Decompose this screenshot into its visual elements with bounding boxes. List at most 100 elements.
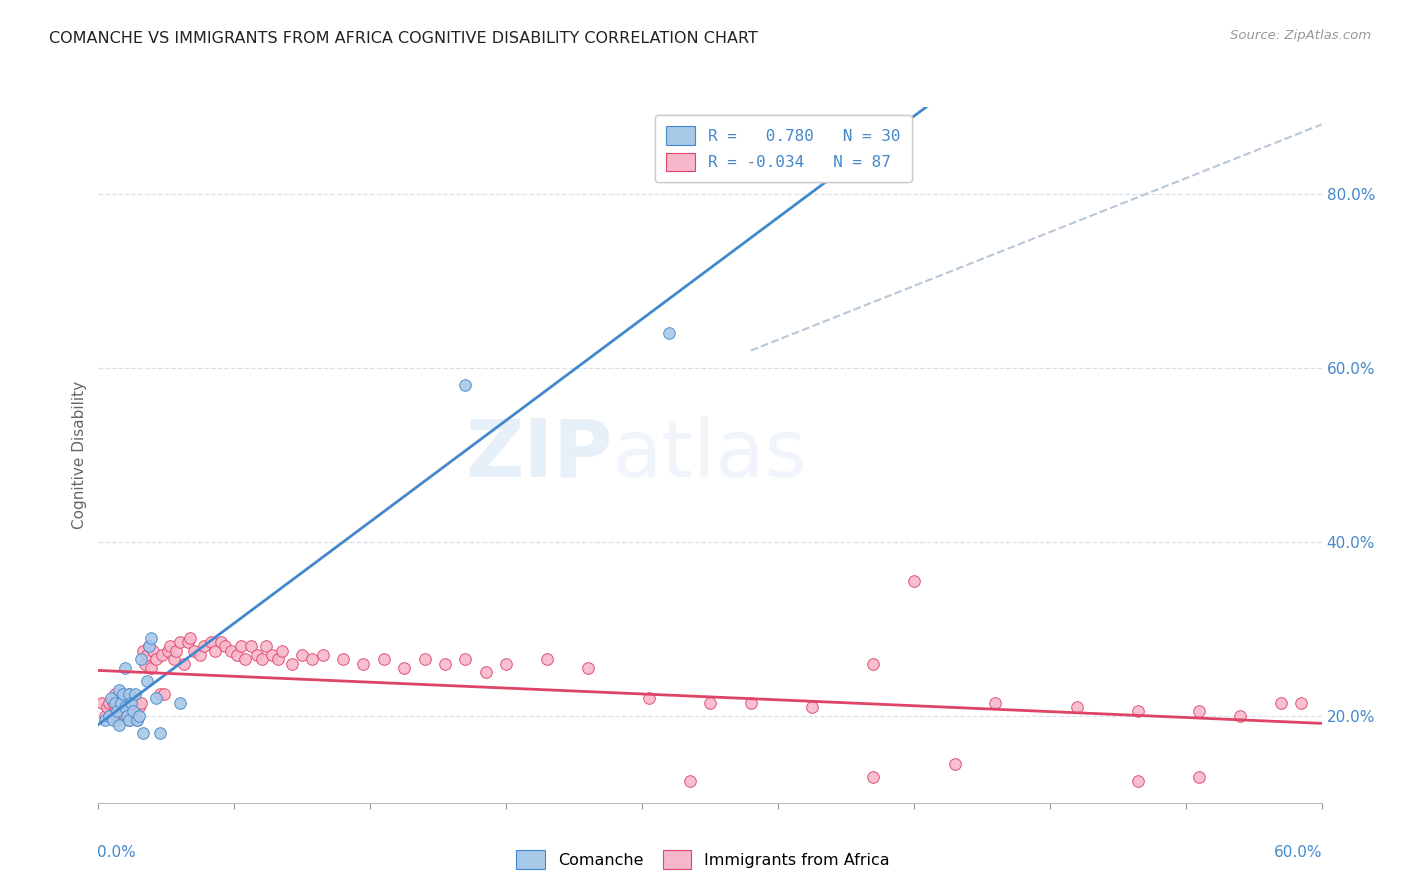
Point [312, 648, 335, 662]
Point [679, 774, 702, 789]
Point [291, 648, 314, 662]
Point [219, 643, 242, 657]
Point [1291, 696, 1313, 710]
Text: 0.0%: 0.0% [97, 845, 136, 860]
Point [128, 700, 150, 714]
Point [101, 696, 124, 710]
Point [97, 708, 120, 723]
Point [93, 713, 115, 727]
Point [150, 648, 173, 662]
Point [1128, 705, 1150, 719]
Point [108, 717, 131, 731]
Point [114, 700, 136, 714]
Point [183, 643, 205, 657]
Point [105, 705, 128, 719]
Point [204, 643, 226, 657]
Point [105, 713, 128, 727]
Text: COMANCHE VS IMMIGRANTS FROM AFRICA COGNITIVE DISABILITY CORRELATION CHART: COMANCHE VS IMMIGRANTS FROM AFRICA COGNI… [49, 31, 758, 46]
Point [141, 631, 163, 645]
Point [373, 652, 395, 666]
Point [132, 643, 155, 657]
Point [240, 639, 263, 653]
Point [134, 657, 156, 671]
Point [246, 648, 269, 662]
Point [149, 726, 172, 740]
Point [413, 652, 436, 666]
Point [118, 687, 141, 701]
Point [209, 635, 232, 649]
Point [1128, 774, 1150, 789]
Point [903, 574, 925, 588]
Point [91, 696, 114, 710]
Point [740, 696, 762, 710]
Point [149, 687, 172, 701]
Text: atlas: atlas [612, 416, 807, 494]
Point [111, 687, 134, 701]
Text: Source: ZipAtlas.com: Source: ZipAtlas.com [1230, 29, 1371, 42]
Point [96, 700, 118, 714]
Point [862, 657, 884, 671]
Point [434, 657, 457, 671]
Point [138, 639, 160, 653]
Point [495, 657, 517, 671]
Point [127, 713, 149, 727]
Point [1066, 700, 1088, 714]
Text: ZIP: ZIP [465, 416, 612, 494]
Point [104, 696, 127, 710]
Point [120, 696, 142, 710]
Point [128, 708, 150, 723]
Point [193, 639, 215, 653]
Point [141, 661, 163, 675]
Point [114, 661, 136, 675]
Point [122, 705, 145, 719]
Point [110, 696, 132, 710]
Point [145, 691, 167, 706]
Point [536, 652, 558, 666]
Point [111, 696, 134, 710]
Point [156, 643, 179, 657]
Point [454, 378, 477, 392]
Point [658, 326, 681, 340]
Point [267, 652, 290, 666]
Point [104, 687, 127, 701]
Point [188, 648, 212, 662]
Point [129, 652, 152, 666]
Point [301, 652, 323, 666]
Point [454, 652, 477, 666]
Point [93, 708, 115, 723]
Point [129, 696, 152, 710]
Point [118, 687, 141, 701]
Point [114, 708, 136, 723]
Point [152, 687, 174, 701]
Point [169, 696, 191, 710]
Point [169, 635, 191, 649]
Point [943, 756, 966, 771]
Point [100, 708, 122, 723]
Legend: R =   0.780   N = 30, R = -0.034   N = 87: R = 0.780 N = 30, R = -0.034 N = 87 [655, 115, 911, 182]
Point [638, 691, 661, 706]
Point [1188, 705, 1211, 719]
Point [108, 682, 131, 697]
Point [97, 696, 120, 710]
Point [159, 639, 181, 653]
Point [1270, 696, 1292, 710]
Point [260, 648, 283, 662]
Point [1229, 708, 1251, 723]
Point [984, 696, 1007, 710]
Point [108, 700, 131, 714]
Point [200, 635, 222, 649]
Point [699, 696, 721, 710]
Point [352, 657, 374, 671]
Point [474, 665, 498, 680]
Point [138, 639, 160, 653]
Text: 60.0%: 60.0% [1274, 845, 1323, 860]
Point [108, 691, 131, 706]
Point [120, 696, 142, 710]
Point [127, 713, 149, 727]
Point [177, 635, 200, 649]
Point [132, 726, 155, 740]
Point [862, 770, 884, 784]
Point [124, 687, 146, 701]
Point [145, 652, 167, 666]
Point [179, 631, 201, 645]
